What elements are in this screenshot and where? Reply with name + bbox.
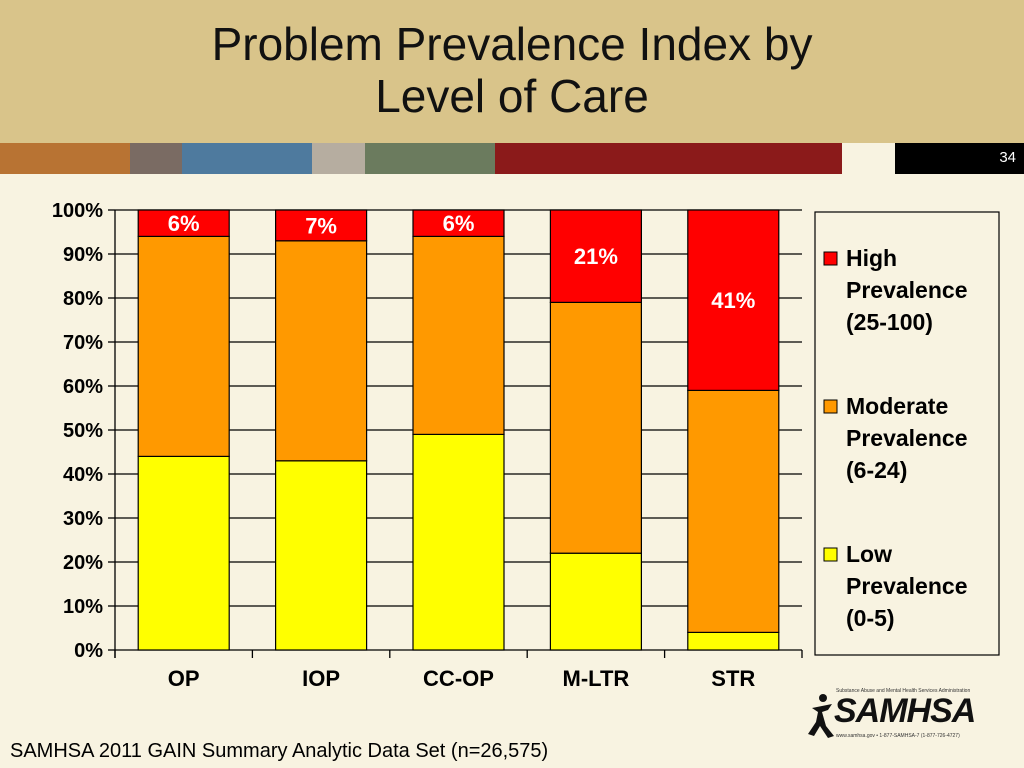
legend-label: Prevalence xyxy=(846,425,967,451)
data-label: 6% xyxy=(168,211,200,236)
color-stripe-2 xyxy=(182,143,312,174)
data-label: 41% xyxy=(711,288,755,313)
data-label: 6% xyxy=(443,211,475,236)
bar-segment xyxy=(412,235,505,436)
bar-segment xyxy=(275,460,368,651)
y-tick-label: 10% xyxy=(63,596,103,618)
bar-segment xyxy=(275,209,368,242)
legend-swatch xyxy=(823,399,838,414)
y-tick-label: 50% xyxy=(63,420,103,442)
legend-label: High xyxy=(846,245,897,271)
logo-bottom-line: www.samhsa.gov • 1-877-SAMHSA-7 (1-877-7… xyxy=(836,733,960,739)
legend-swatch xyxy=(823,547,838,562)
source-footnote: SAMHSA 2011 GAIN Summary Analytic Data S… xyxy=(10,740,549,762)
page-title: Problem Prevalence Index by Level of Car… xyxy=(0,18,1024,122)
bar-segment xyxy=(275,240,368,462)
bar-segment xyxy=(137,455,230,651)
y-tick-label: 90% xyxy=(63,244,103,266)
bar-segment xyxy=(412,433,505,651)
logo-top-line: Substance Abuse and Mental Health Servic… xyxy=(836,688,971,694)
x-category-label: IOP xyxy=(302,666,340,691)
x-category-label: CC-OP xyxy=(423,666,494,691)
legend-label: Low xyxy=(846,541,892,567)
bar-segment xyxy=(687,209,780,391)
samhsa-logo: Substance Abuse and Mental Health Servic… xyxy=(806,688,978,744)
y-tick-label: 70% xyxy=(63,332,103,354)
y-tick-label: 40% xyxy=(63,464,103,486)
bar-segment xyxy=(549,552,643,651)
bar-segment xyxy=(687,631,780,651)
data-label: 21% xyxy=(574,244,618,269)
title-line-1: Problem Prevalence Index by xyxy=(211,18,813,70)
legend-label: (6-24) xyxy=(846,457,907,483)
y-tick-label: 100% xyxy=(52,200,103,222)
slide-number: 34 xyxy=(999,149,1016,166)
legend-label: (0-5) xyxy=(846,605,895,631)
title-line-2: Level of Care xyxy=(375,70,649,122)
slide-number-box: 34 xyxy=(895,143,1024,174)
legend-label: (25-100) xyxy=(846,309,933,335)
x-category-label: STR xyxy=(711,666,755,691)
header-banner: Problem Prevalence Index by Level of Car… xyxy=(0,0,1024,143)
y-tick-label: 80% xyxy=(63,288,103,310)
y-tick-label: 60% xyxy=(63,376,103,398)
color-stripe-1 xyxy=(130,143,182,174)
x-category-label: M-LTR xyxy=(563,666,630,691)
y-tick-label: 20% xyxy=(63,552,103,574)
legend-label: Prevalence xyxy=(846,573,967,599)
color-stripe-3 xyxy=(312,143,365,174)
bar-segment xyxy=(549,301,643,554)
bar-segment xyxy=(687,389,780,633)
y-tick-label: 0% xyxy=(74,640,103,662)
legend-label: Moderate xyxy=(846,393,948,419)
bar-segment xyxy=(137,209,230,237)
logo-wordmark: SAMHSA xyxy=(834,692,976,730)
color-stripe-0 xyxy=(0,143,130,174)
bar-segment xyxy=(137,235,230,458)
legend-label: Prevalence xyxy=(846,277,967,303)
bar-segment xyxy=(549,209,643,304)
color-stripe-5 xyxy=(495,143,842,174)
legend-swatch xyxy=(823,251,838,266)
x-category-label: OP xyxy=(168,666,200,691)
y-tick-label: 30% xyxy=(63,508,103,530)
bar-segment xyxy=(412,209,505,237)
color-stripe-4 xyxy=(365,143,495,174)
person-figure-icon xyxy=(808,694,834,738)
stacked-bar-chart: 0% 10% 20% 30% 40% 50% 60% 70% 80% 90% 100% OP 6% IOP… xyxy=(52,200,1000,691)
legend-box xyxy=(814,211,1000,656)
data-label: 7% xyxy=(305,213,337,238)
